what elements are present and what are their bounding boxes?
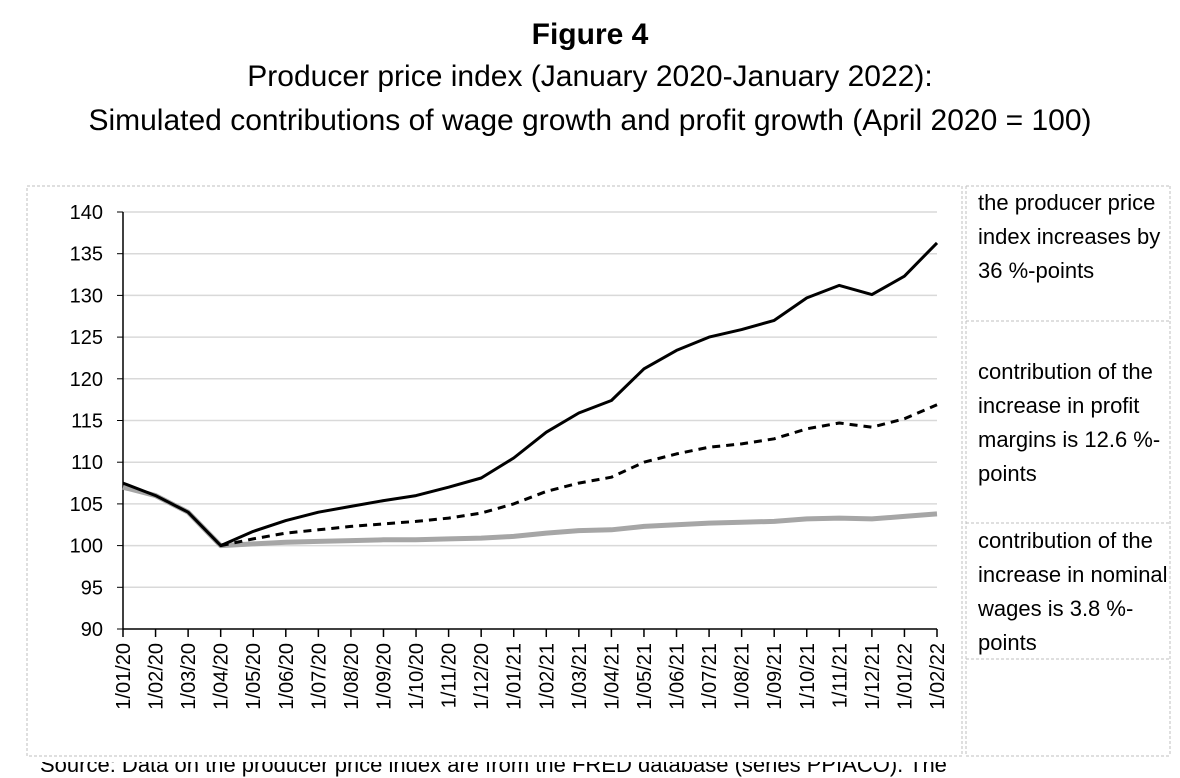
x-tick-label-20: 1/08/21 bbox=[732, 643, 754, 710]
x-tick-label-5: 1/05/20 bbox=[243, 643, 265, 710]
x-tick-label-21: 1/09/21 bbox=[764, 643, 786, 710]
note-wage-contribution: contribution of the increase in nominal … bbox=[978, 528, 1168, 655]
x-tick-label-14: 1/02/21 bbox=[536, 643, 558, 710]
y-tick-label-130: 130 bbox=[70, 285, 103, 307]
series-line-2 bbox=[220, 403, 938, 548]
plot-area: 90 95 100 105 110 115 120 125 130 135 140 1/01/20 1/… bbox=[70, 202, 949, 710]
x-tick-label-12: 1/12/20 bbox=[471, 643, 493, 710]
x-tick-label-23: 1/11/21 bbox=[829, 643, 851, 708]
note-ppi-increase: the producer price index increases by 36… bbox=[978, 190, 1161, 283]
series-line-1 bbox=[122, 241, 939, 548]
y-tick-label-95: 95 bbox=[81, 577, 103, 599]
x-tick-label-24: 1/12/21 bbox=[862, 643, 884, 710]
x-tick-label-4: 1/04/20 bbox=[211, 643, 233, 710]
chart-frame bbox=[26, 185, 963, 757]
x-tick-label-25: 1/01/22 bbox=[894, 643, 916, 710]
x-tick-label-19: 1/07/21 bbox=[699, 643, 721, 710]
x-tick-label-6: 1/06/20 bbox=[276, 643, 298, 710]
x-tick-label-11: 1/11/20 bbox=[439, 643, 461, 708]
y-tick-label-110: 110 bbox=[71, 452, 103, 474]
x-tick-label-2: 1/02/20 bbox=[146, 643, 168, 710]
x-tick-label-7: 1/07/20 bbox=[308, 643, 330, 710]
series-line-3 bbox=[122, 484, 938, 549]
figure-label: Figure 4 bbox=[531, 18, 649, 51]
x-tick-label-17: 1/05/21 bbox=[634, 643, 656, 710]
figure-title: Producer price index (January 2020-Janua… bbox=[247, 60, 933, 93]
x-tick-label-18: 1/06/21 bbox=[667, 643, 689, 710]
x-tick-label-1: 1/01/20 bbox=[113, 643, 135, 710]
y-tick-label-140: 140 bbox=[70, 202, 103, 224]
note-profit-contribution: contribution of the increase in profit m… bbox=[978, 359, 1161, 486]
x-tick-label-3: 1/03/20 bbox=[178, 643, 200, 710]
y-tick-label-115: 115 bbox=[71, 411, 103, 433]
y-tick-label-90: 90 bbox=[81, 619, 103, 641]
x-tick-label-26: 1/02/22 bbox=[927, 643, 949, 710]
x-tick-label-13: 1/01/21 bbox=[504, 643, 526, 710]
x-tick-label-16: 1/04/21 bbox=[601, 643, 623, 710]
x-tick-label-10: 1/10/20 bbox=[406, 643, 428, 710]
x-tick-label-8: 1/08/20 bbox=[341, 643, 363, 710]
x-tick-label-22: 1/10/21 bbox=[797, 643, 819, 710]
y-tick-label-100: 100 bbox=[70, 536, 103, 558]
x-tick-label-9: 1/09/20 bbox=[373, 643, 395, 710]
y-tick-label-120: 120 bbox=[70, 369, 103, 391]
y-tick-label-105: 105 bbox=[70, 494, 103, 516]
y-tick-label-135: 135 bbox=[70, 244, 103, 266]
figure-subtitle: Simulated contributions of wage growth a… bbox=[88, 104, 1092, 137]
y-tick-label-125: 125 bbox=[70, 327, 103, 349]
x-tick-label-15: 1/03/21 bbox=[569, 643, 591, 710]
